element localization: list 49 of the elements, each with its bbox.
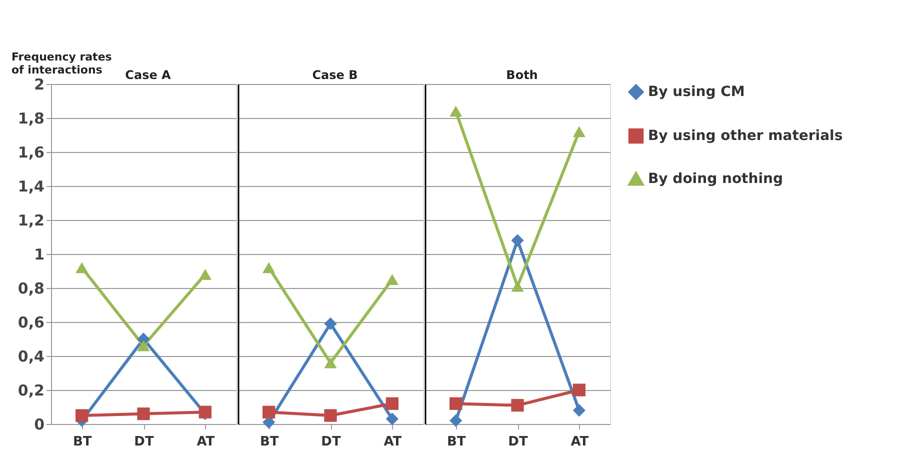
x-tick-label: DT (134, 434, 154, 450)
y-tick-label: 1,8 (18, 110, 44, 128)
point (324, 357, 337, 368)
x-tick-label: DT (321, 434, 341, 450)
y-tick-label: 0,4 (18, 348, 44, 366)
x-tick-label: AT (384, 434, 402, 450)
y-tick-label: 2 (34, 76, 44, 94)
point (511, 398, 524, 412)
point (262, 406, 276, 418)
point (386, 412, 398, 426)
point (450, 397, 462, 410)
x-tick-label: BT (72, 434, 92, 450)
point (386, 274, 398, 285)
point (324, 409, 337, 422)
point (572, 384, 586, 396)
y-tick-label: 1,6 (18, 144, 44, 162)
chart-title: Both (506, 68, 538, 82)
point (262, 262, 276, 274)
y-tick-label: 0 (34, 416, 44, 434)
point (76, 262, 88, 274)
point (386, 397, 398, 410)
x-tick-label: BT (446, 434, 466, 450)
chart-title: Case A (125, 68, 172, 82)
x-tick-label: AT (196, 434, 215, 450)
point (450, 106, 462, 117)
point (511, 234, 524, 247)
point (76, 409, 88, 422)
legend-label: By using other materials (648, 128, 843, 144)
y-tick-label: 0,6 (18, 314, 44, 332)
point (324, 317, 337, 330)
y-tick-label: 0,8 (18, 280, 44, 298)
point (572, 404, 586, 417)
chart-title: Case B (312, 68, 358, 82)
y-tick-label: 1,4 (18, 178, 44, 196)
y-tick-label: 1 (34, 246, 44, 264)
point (450, 414, 462, 427)
point (511, 280, 524, 292)
y-axis-title: Frequency rates of interactions (12, 50, 112, 76)
point (572, 126, 586, 138)
y-tick-label: 1,2 (18, 212, 44, 230)
point (137, 340, 150, 352)
legend-label: By using CM (648, 84, 745, 100)
legend-label: By doing nothing (648, 171, 784, 187)
x-tick-label: DT (508, 434, 528, 450)
point (137, 407, 150, 420)
x-tick-label: AT (570, 434, 589, 450)
point (198, 268, 212, 280)
y-tick-label: 0,2 (18, 382, 44, 400)
x-tick-label: BT (260, 434, 279, 450)
